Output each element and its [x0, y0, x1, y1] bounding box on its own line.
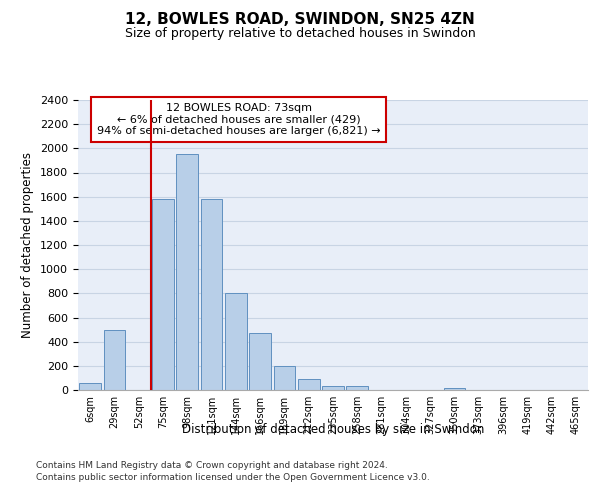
Bar	[274, 366, 295, 390]
Bar	[152, 199, 174, 390]
Bar	[79, 383, 101, 390]
Text: Size of property relative to detached houses in Swindon: Size of property relative to detached ho…	[125, 28, 475, 40]
Text: Contains HM Land Registry data © Crown copyright and database right 2024.: Contains HM Land Registry data © Crown c…	[36, 460, 388, 469]
Text: 12, BOWLES ROAD, SWINDON, SN25 4ZN: 12, BOWLES ROAD, SWINDON, SN25 4ZN	[125, 12, 475, 28]
Bar	[346, 386, 368, 390]
Y-axis label: Number of detached properties: Number of detached properties	[22, 152, 34, 338]
Bar	[249, 333, 271, 390]
Text: Contains public sector information licensed under the Open Government Licence v3: Contains public sector information licen…	[36, 473, 430, 482]
Bar	[298, 379, 320, 390]
Bar	[443, 388, 466, 390]
Bar	[176, 154, 198, 390]
Bar	[322, 386, 344, 390]
Text: 12 BOWLES ROAD: 73sqm
← 6% of detached houses are smaller (429)
94% of semi-deta: 12 BOWLES ROAD: 73sqm ← 6% of detached h…	[97, 103, 380, 136]
Bar	[225, 294, 247, 390]
Text: Distribution of detached houses by size in Swindon: Distribution of detached houses by size …	[182, 422, 484, 436]
Bar	[104, 330, 125, 390]
Bar	[200, 199, 223, 390]
